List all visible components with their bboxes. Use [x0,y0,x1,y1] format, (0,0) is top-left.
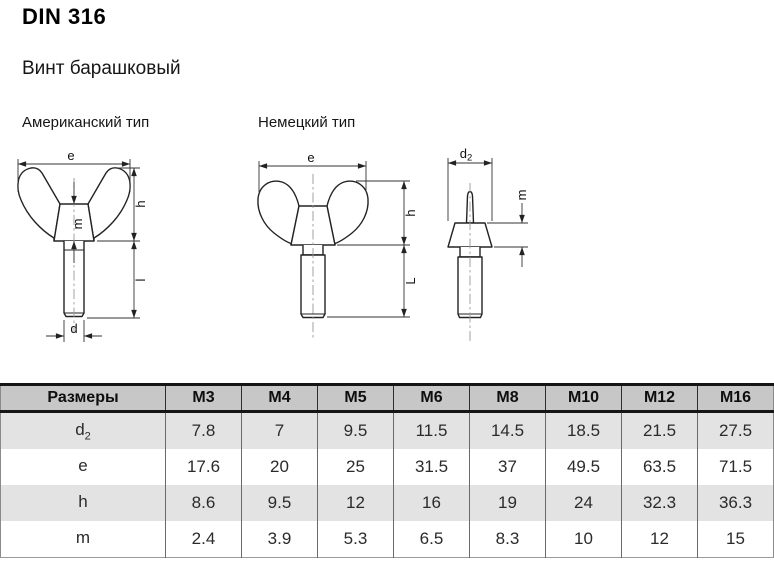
cell-value: 18.5 [545,411,622,449]
cell-value: 21.5 [621,411,698,449]
cell-value: 3.9 [241,521,318,558]
cell-value: 36.3 [697,485,774,521]
cell-value: 27.5 [697,411,774,449]
col-header-sizes: Размеры [47,389,119,406]
german-type-drawing: e h L [257,150,418,338]
col-header-m12: M12 [621,384,698,412]
side-view-drawing: d2 m [447,146,529,343]
wing-right [87,167,131,242]
cell-value: 8.6 [165,485,242,521]
wing-right [326,180,369,246]
row-label-m: m [75,527,91,547]
american-type-label: Американский тип [22,114,150,131]
cell-value: 11.5 [393,411,470,449]
col-header-m4: M4 [241,384,318,412]
wing-left [17,167,61,242]
dim-label-d2: d2 [460,146,473,164]
cell-value: 63.5 [621,449,698,485]
col-header-m8: M8 [469,384,546,412]
dim-label-L: L [403,277,418,284]
cell-value: 8.3 [469,521,546,558]
page-title: DIN 316 [22,4,107,29]
cell-value: 6.5 [393,521,470,558]
row-label-d2: d2 [75,419,91,443]
cell-value: 15 [697,521,774,558]
dim-label-h: h [133,200,148,207]
cell-value: 16 [393,485,470,521]
cell-value: 20 [241,449,318,485]
cell-value: 14.5 [469,411,546,449]
dim-label-h: h [403,209,418,216]
dim-label-e: e [67,148,74,163]
page-subtitle: Винт барашковый [22,58,181,79]
col-header-m6: M6 [393,384,470,412]
table-row-m: m 2.4 3.9 5.3 6.5 8.3 10 12 15 [1,521,774,558]
row-label-h: h [78,491,88,511]
cell-value: 10 [545,521,622,558]
cell-value: 31.5 [393,449,470,485]
table-row-d2: d2 7.8 7 9.5 11.5 14.5 18.5 21.5 27.5 [0,411,774,449]
cell-value: 19 [469,485,546,521]
cell-value: 9.5 [317,411,394,449]
row-label-e: e [78,455,88,475]
cell-value: 12 [621,521,698,558]
german-type-label: Немецкий тип [258,114,356,131]
col-header-m10: M10 [545,384,622,412]
cell-value: 2.4 [165,521,242,558]
american-type-drawing: e m h l d [17,148,148,342]
dim-label-e: e [307,150,314,165]
dimensions-table: Размеры M3 M4 M5 M6 M8 M10 M12 M16 d2 7.… [0,383,774,558]
cell-value: 12 [317,485,394,521]
table-row-h: h 8.6 9.5 12 16 19 24 32.3 36.3 [0,485,774,521]
cell-value: 24 [545,485,622,521]
col-header-m5: M5 [317,384,394,412]
col-header-m3: M3 [165,384,242,412]
cell-value: 25 [317,449,394,485]
cell-value: 37 [469,449,546,485]
col-header-m16: M16 [697,384,774,412]
dim-label-d: d [70,321,77,336]
table-row-e: e 17.6 20 25 31.5 37 49.5 63.5 71.5 [1,449,774,485]
dim-label-l: l [133,278,148,281]
dim-label-m: m [514,190,529,201]
cell-value: 7 [241,411,318,449]
cell-value: 9.5 [241,485,318,521]
cell-value: 49.5 [545,449,622,485]
cell-value: 32.3 [621,485,698,521]
table-header-row: Размеры M3 M4 M5 M6 M8 M10 M12 M16 [0,384,774,412]
cell-value: 71.5 [697,449,774,485]
screw-shaft [457,256,483,319]
cell-value: 17.6 [165,449,242,485]
cell-value: 5.3 [317,521,394,558]
wing-left [257,180,300,246]
dim-label-m: m [70,219,85,230]
cell-value: 7.8 [165,411,242,449]
